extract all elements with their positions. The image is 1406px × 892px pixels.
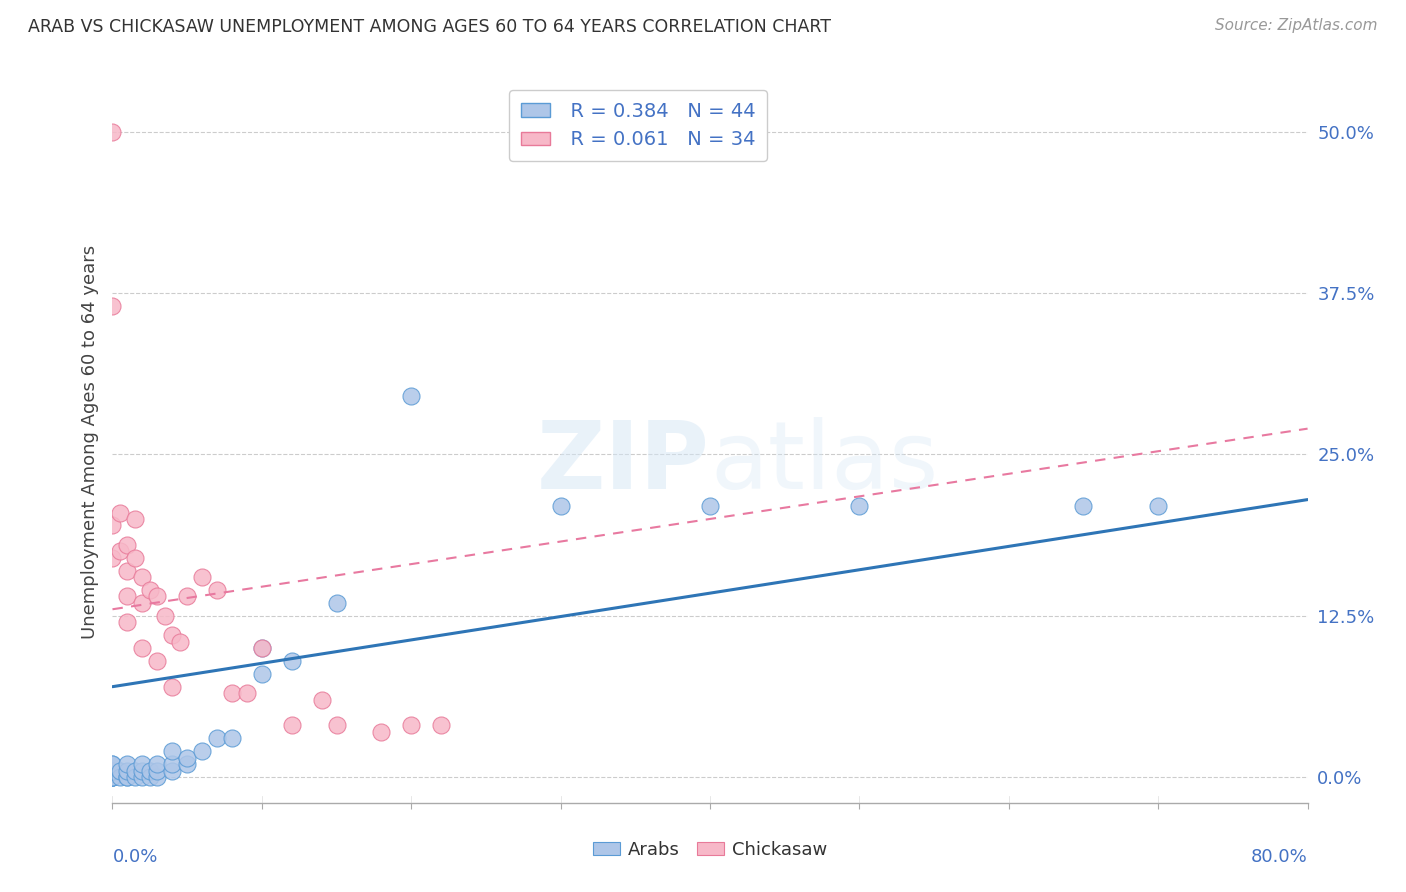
Point — [176, 750, 198, 764]
Point — [139, 582, 162, 597]
Point — [101, 764, 124, 778]
Point — [117, 590, 139, 604]
Point — [250, 640, 273, 655]
Point — [191, 744, 214, 758]
Y-axis label: Unemployment Among Ages 60 to 64 years: Unemployment Among Ages 60 to 64 years — [80, 244, 98, 639]
Point — [430, 718, 453, 732]
Point — [191, 570, 214, 584]
Legend: Arabs, Chickasaw: Arabs, Chickasaw — [586, 834, 834, 866]
Point — [108, 544, 131, 558]
Point — [311, 692, 333, 706]
Text: ZIP: ZIP — [537, 417, 710, 509]
Point — [101, 764, 124, 778]
Point — [250, 640, 273, 655]
Point — [325, 718, 347, 732]
Point — [101, 125, 124, 139]
Point — [205, 731, 228, 746]
Point — [221, 686, 243, 700]
Point — [101, 757, 124, 772]
Point — [101, 764, 124, 778]
Point — [101, 770, 124, 784]
Text: 80.0%: 80.0% — [1251, 848, 1308, 866]
Point — [124, 512, 146, 526]
Text: atlas: atlas — [710, 417, 938, 509]
Point — [101, 299, 124, 313]
Point — [162, 764, 183, 778]
Point — [101, 770, 124, 784]
Point — [139, 770, 162, 784]
Point — [117, 564, 139, 578]
Point — [176, 590, 198, 604]
Point — [550, 499, 572, 513]
Point — [117, 770, 139, 784]
Point — [162, 744, 183, 758]
Point — [117, 764, 139, 778]
Text: Source: ZipAtlas.com: Source: ZipAtlas.com — [1215, 18, 1378, 33]
Point — [117, 615, 139, 630]
Point — [221, 731, 243, 746]
Point — [146, 757, 169, 772]
Point — [162, 757, 183, 772]
Point — [131, 764, 153, 778]
Point — [162, 680, 183, 694]
Point — [131, 596, 153, 610]
Point — [108, 506, 131, 520]
Point — [146, 654, 169, 668]
Point — [117, 770, 139, 784]
Point — [281, 718, 304, 732]
Text: 0.0%: 0.0% — [112, 848, 157, 866]
Point — [131, 640, 153, 655]
Point — [108, 764, 131, 778]
Point — [176, 757, 198, 772]
Point — [131, 770, 153, 784]
Point — [401, 718, 423, 732]
Point — [131, 757, 153, 772]
Point — [146, 770, 169, 784]
Point — [153, 608, 176, 623]
Point — [146, 590, 169, 604]
Point — [139, 764, 162, 778]
Point — [108, 770, 131, 784]
Point — [169, 634, 191, 648]
Point — [1147, 499, 1170, 513]
Point — [124, 764, 146, 778]
Point — [325, 596, 347, 610]
Point — [370, 724, 392, 739]
Point — [101, 757, 124, 772]
Point — [124, 550, 146, 565]
Point — [699, 499, 721, 513]
Point — [205, 582, 228, 597]
Point — [401, 389, 423, 403]
Point — [101, 770, 124, 784]
Point — [162, 628, 183, 642]
Point — [101, 518, 124, 533]
Point — [848, 499, 870, 513]
Point — [236, 686, 259, 700]
Point — [101, 550, 124, 565]
Point — [281, 654, 304, 668]
Point — [101, 770, 124, 784]
Point — [124, 770, 146, 784]
Point — [117, 757, 139, 772]
Point — [117, 538, 139, 552]
Point — [250, 666, 273, 681]
Point — [146, 764, 169, 778]
Point — [1073, 499, 1095, 513]
Text: ARAB VS CHICKASAW UNEMPLOYMENT AMONG AGES 60 TO 64 YEARS CORRELATION CHART: ARAB VS CHICKASAW UNEMPLOYMENT AMONG AGE… — [28, 18, 831, 36]
Point — [101, 770, 124, 784]
Point — [131, 570, 153, 584]
